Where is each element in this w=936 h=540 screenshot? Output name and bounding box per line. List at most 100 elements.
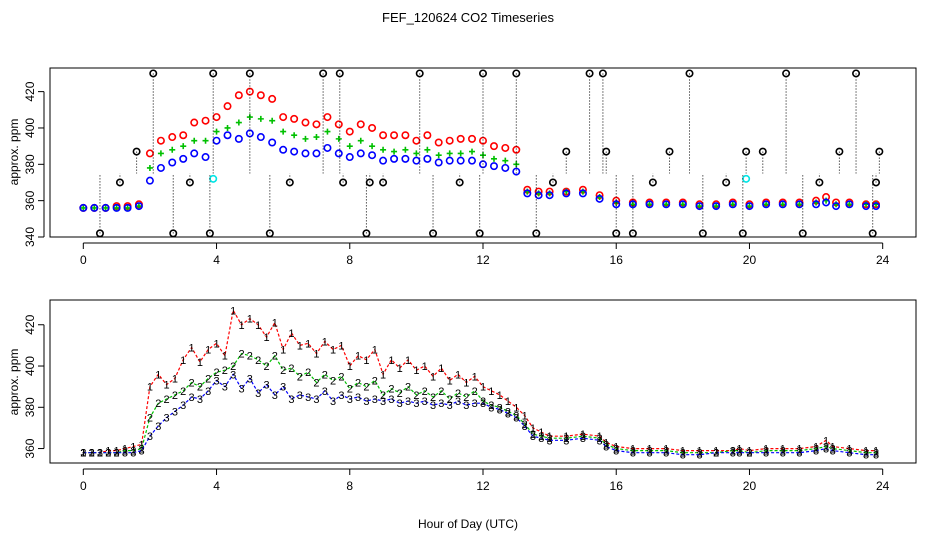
point-series-2 [402, 146, 409, 153]
point-series-1 [256, 91, 265, 100]
label-series-1: 1 [663, 444, 669, 456]
point-series-black [95, 229, 104, 238]
label-series-1: 1 [646, 444, 652, 456]
label-series-3: 3 [122, 448, 128, 460]
label-series-1: 1 [746, 446, 752, 458]
point-series-black [169, 229, 178, 238]
label-series-2: 2 [255, 355, 261, 367]
label-series-3: 3 [80, 448, 86, 460]
point-series-black [738, 229, 747, 238]
point-series-3 [534, 191, 543, 200]
bottom-x-tick-label: 8 [346, 479, 353, 493]
point-series-3 [323, 143, 332, 152]
point-series-black [265, 229, 274, 238]
label-series-2: 2 [305, 367, 311, 379]
label-series-1: 1 [155, 369, 161, 381]
point-series-2 [413, 150, 420, 157]
point-series-black [758, 147, 767, 156]
label-series-3: 3 [746, 448, 752, 460]
point-series-1 [279, 113, 288, 122]
label-series-1: 1 [438, 363, 444, 375]
label-series-2: 2 [222, 365, 228, 377]
point-series-3 [356, 149, 365, 158]
point-series-1 [190, 118, 199, 127]
label-series-3: 3 [480, 398, 486, 410]
label-series-1: 1 [272, 318, 278, 330]
point-series-2 [696, 203, 703, 210]
label-series-1: 1 [213, 338, 219, 350]
point-series-cyan [209, 174, 218, 183]
point-series-3 [123, 203, 132, 212]
label-series-1: 1 [480, 382, 486, 394]
point-series-3 [201, 153, 210, 162]
point-series-1 [323, 113, 332, 122]
label-series-2: 2 [288, 363, 294, 375]
point-series-black [585, 69, 594, 78]
point-series-2 [135, 203, 142, 210]
label-series-2: 2 [846, 446, 852, 458]
point-series-black [532, 229, 541, 238]
label-series-2: 2 [630, 446, 636, 458]
point-series-3 [368, 151, 377, 160]
label-series-1: 1 [172, 373, 178, 385]
point-series-black [149, 69, 158, 78]
point-series-3 [662, 200, 671, 209]
top-y-tick-label: 400 [23, 118, 37, 138]
label-series-3: 3 [180, 400, 186, 412]
label-series-2: 2 [696, 448, 702, 460]
point-series-2 [779, 201, 786, 208]
label-series-3: 3 [114, 448, 120, 460]
label-series-2: 2 [380, 390, 386, 402]
top-panel-y-axis: 340 360 380 400 420 [23, 81, 45, 247]
label-series-2: 2 [172, 390, 178, 402]
point-series-black [782, 69, 791, 78]
label-series-1: 1 [538, 427, 544, 439]
point-series-black [835, 147, 844, 156]
label-series-3: 3 [796, 448, 802, 460]
label-series-1: 1 [147, 382, 153, 394]
label-series-1: 1 [164, 380, 170, 392]
label-series-2: 2 [488, 400, 494, 412]
point-series-1 [501, 143, 510, 152]
label-series-2: 2 [105, 448, 111, 460]
point-series-3 [501, 163, 510, 172]
label-series-3: 3 [713, 448, 719, 460]
label-series-2: 2 [122, 446, 128, 458]
point-series-1 [445, 136, 454, 145]
label-series-1: 1 [463, 378, 469, 390]
label-series-3: 3 [823, 444, 829, 456]
point-series-2 [124, 204, 131, 211]
label-series-3: 3 [447, 400, 453, 412]
label-series-1: 1 [413, 365, 419, 377]
label-series-1: 1 [522, 411, 528, 423]
point-series-black [562, 147, 571, 156]
label-series-2: 2 [139, 444, 145, 456]
label-series-2: 2 [505, 406, 511, 418]
label-series-3: 3 [372, 394, 378, 406]
point-series-black [875, 147, 884, 156]
label-series-1: 1 [696, 446, 702, 458]
label-series-3: 3 [663, 448, 669, 460]
label-series-3: 3 [338, 390, 344, 402]
label-series-3: 3 [155, 421, 161, 433]
point-series-2 [446, 150, 453, 157]
point-series-black [872, 178, 881, 187]
label-series-2: 2 [213, 367, 219, 379]
point-series-3 [379, 156, 388, 165]
point-series-black [798, 229, 807, 238]
point-series-2 [324, 128, 331, 135]
label-series-3: 3 [305, 392, 311, 404]
point-series-1 [379, 131, 388, 140]
label-series-3: 3 [463, 400, 469, 412]
label-series-2: 2 [580, 431, 586, 443]
point-series-3 [712, 202, 721, 211]
bottom-x-tick-label: 12 [476, 479, 490, 493]
point-series-black [475, 229, 484, 238]
point-series-1 [179, 131, 188, 140]
point-series-3 [612, 200, 621, 209]
point-series-black [285, 178, 294, 187]
label-series-2: 2 [180, 386, 186, 398]
point-series-1 [223, 102, 232, 111]
label-series-1: 1 [347, 361, 353, 373]
label-series-1: 1 [197, 357, 203, 369]
